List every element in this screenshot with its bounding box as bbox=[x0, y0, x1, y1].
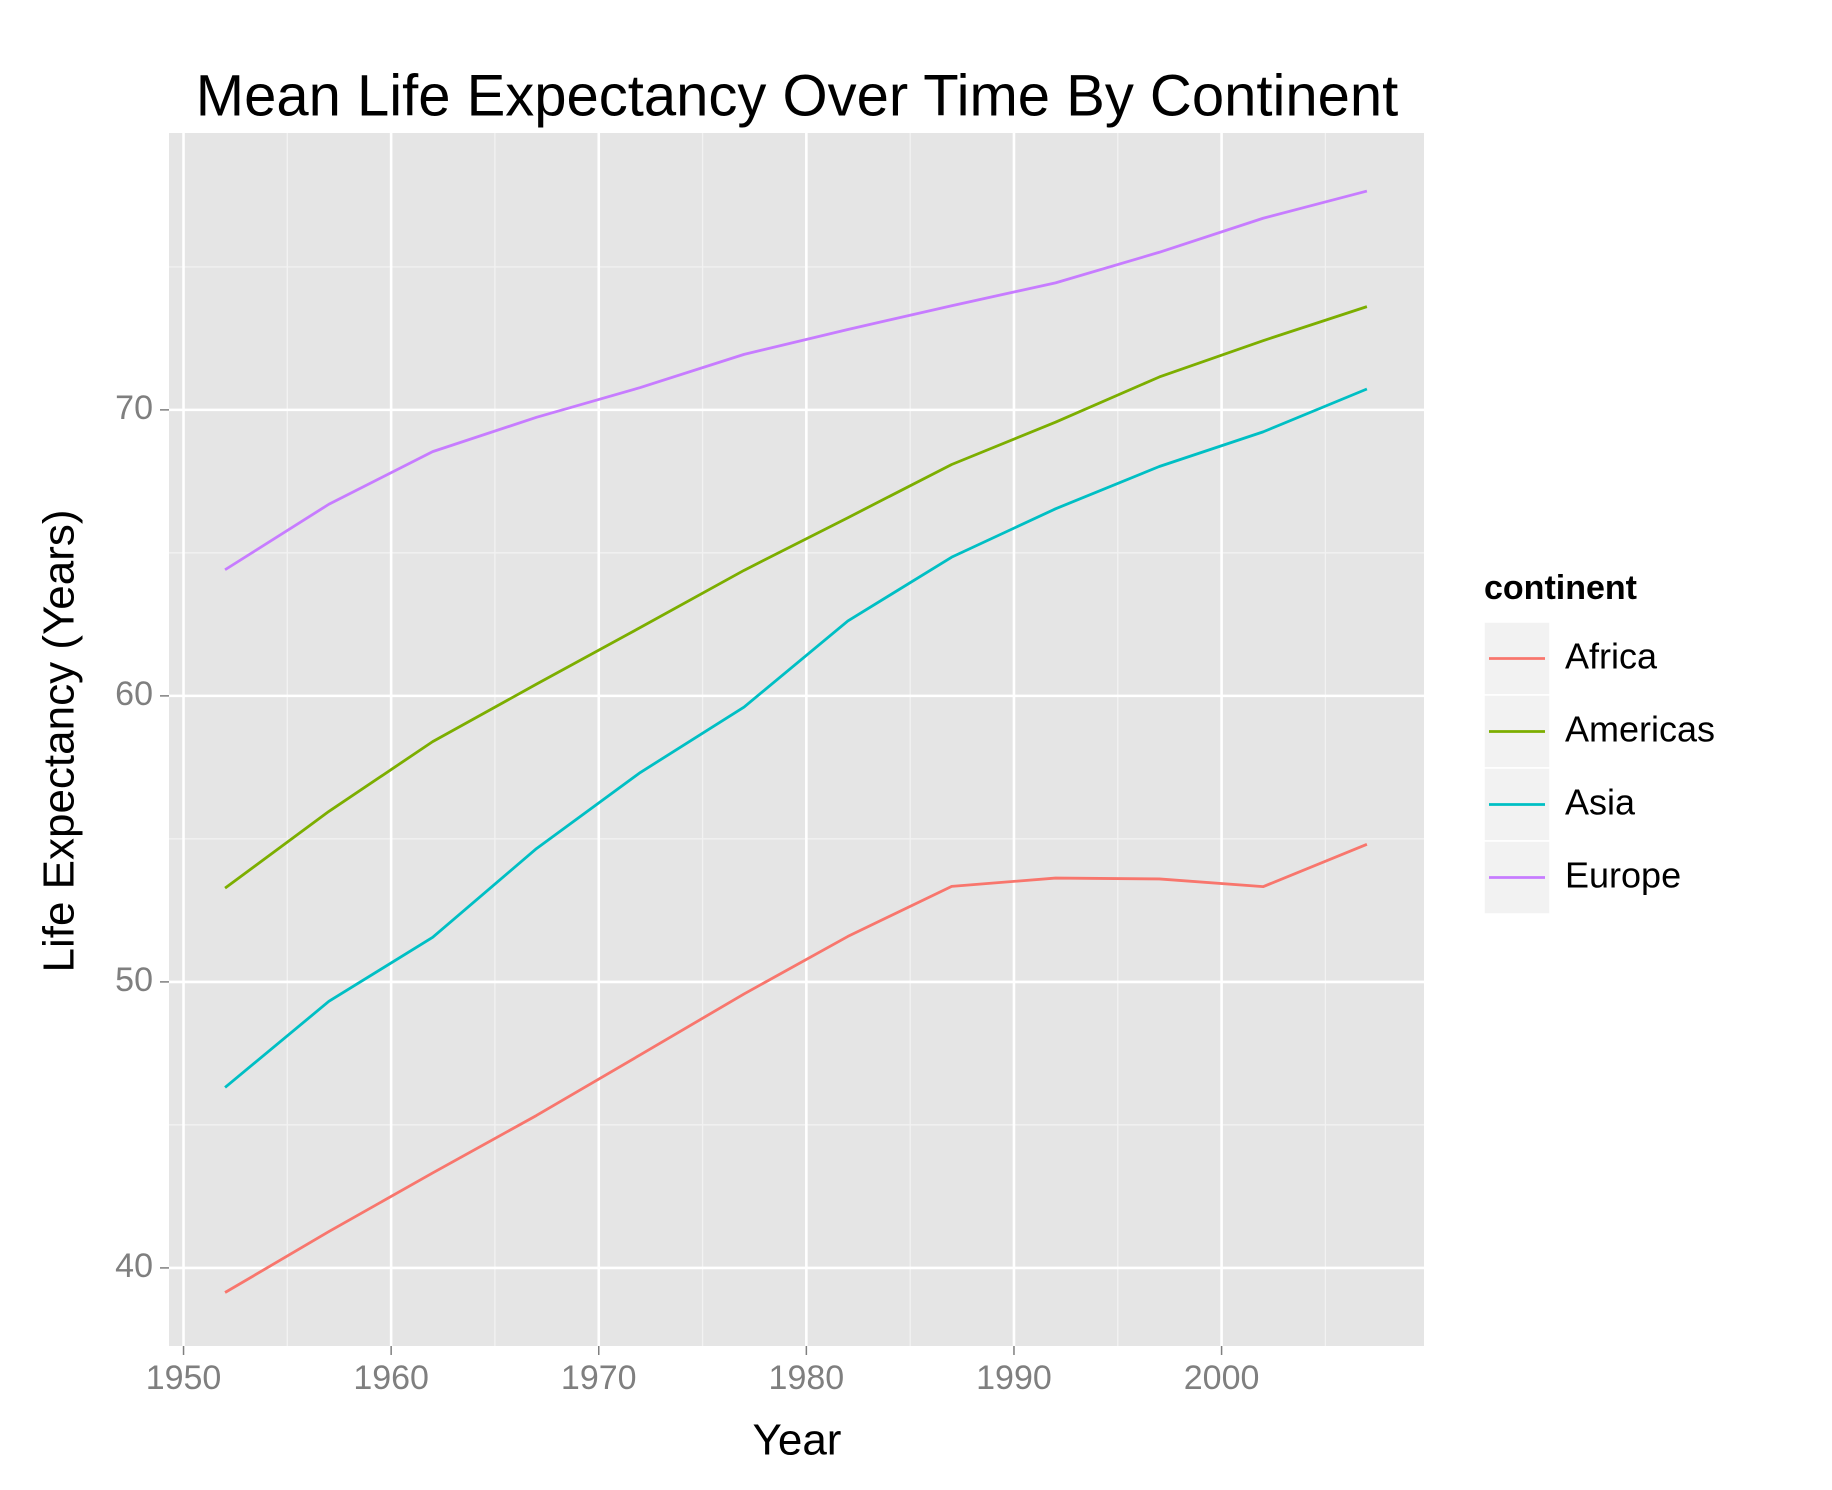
y-axis-label: Life Expectancy (Years) bbox=[35, 509, 84, 972]
x-tick-label: 1950 bbox=[146, 1359, 222, 1397]
series-line bbox=[224, 305, 1368, 890]
chart-title: Mean Life Expectancy Over Time By Contin… bbox=[196, 63, 1398, 128]
y-tick-label: 60 bbox=[115, 675, 153, 713]
series-line bbox=[224, 843, 1368, 1294]
legend-label: Americas bbox=[1565, 709, 1715, 750]
legend-label: Africa bbox=[1565, 636, 1658, 677]
plot-panel bbox=[169, 133, 1424, 1346]
x-tick-label: 1980 bbox=[769, 1359, 845, 1397]
series-line bbox=[224, 189, 1368, 571]
x-tick-label: 1990 bbox=[976, 1359, 1052, 1397]
x-tick-label: 1960 bbox=[353, 1359, 429, 1397]
x-tick-label: 2000 bbox=[1184, 1359, 1260, 1397]
x-tick-label: 1970 bbox=[561, 1359, 637, 1397]
y-tick-label: 40 bbox=[115, 1247, 153, 1285]
legend-title: continent bbox=[1484, 569, 1637, 607]
legend-label: Europe bbox=[1565, 855, 1681, 896]
y-tick-label: 70 bbox=[115, 389, 153, 427]
series-line bbox=[224, 387, 1368, 1089]
legend-label: Asia bbox=[1565, 782, 1636, 823]
y-tick-label: 50 bbox=[115, 961, 153, 999]
x-axis-label: Year bbox=[753, 1416, 842, 1465]
